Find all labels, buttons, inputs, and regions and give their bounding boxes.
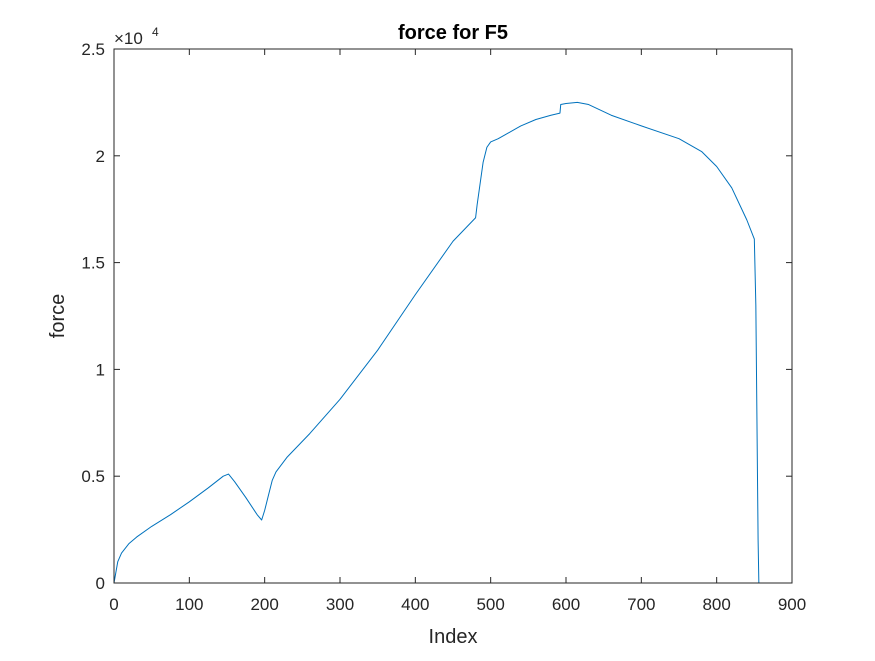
y-tick-label: 1.5	[81, 254, 105, 273]
y-tick-label: 1	[96, 360, 105, 379]
x-tick-label: 200	[250, 595, 278, 614]
y-tick-label: 0	[96, 574, 105, 593]
y-axis-exponent-base: ×10	[114, 29, 143, 48]
x-tick-label: 900	[778, 595, 806, 614]
series-line-1	[113, 101, 760, 584]
x-axis-ticks: 0 100 200 300 400 500 600 700 800 900	[109, 49, 806, 614]
y-tick-label: 2	[96, 147, 105, 166]
y-axis-exponent-power: 4	[152, 25, 159, 39]
x-tick-label: 600	[552, 595, 580, 614]
y-axis-ticks: 0 0.5 1 1.5 2 2.5	[81, 40, 792, 593]
chart-title: force for F5	[398, 22, 508, 44]
plot-background	[114, 49, 792, 583]
x-tick-label: 500	[476, 595, 504, 614]
y-tick-label: 2.5	[81, 40, 105, 59]
x-tick-label: 400	[401, 595, 429, 614]
x-tick-label: 100	[175, 595, 203, 614]
plot-box	[113, 48, 793, 584]
x-tick-label: 300	[326, 595, 354, 614]
y-axis-label: force	[47, 294, 69, 338]
x-tick-label: 700	[627, 595, 655, 614]
x-tick-label: 0	[109, 595, 118, 614]
x-tick-label: 800	[702, 595, 730, 614]
y-tick-label: 0.5	[81, 467, 105, 486]
x-axis-label: Index	[429, 626, 478, 648]
data-layer	[113, 101, 760, 584]
